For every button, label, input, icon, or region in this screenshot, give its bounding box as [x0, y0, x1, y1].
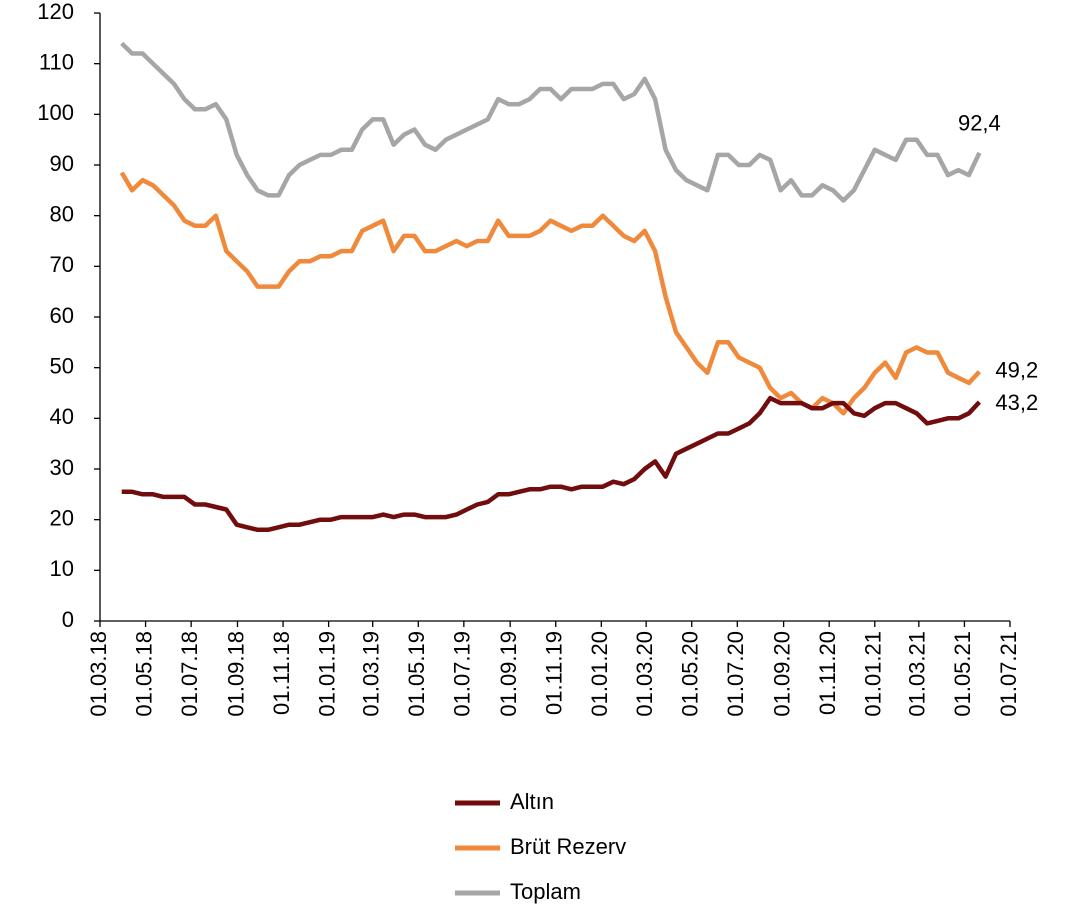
x-tick-label: 01.05.19: [404, 631, 429, 717]
x-tick-label: 01.01.20: [587, 631, 612, 717]
value-label: 49,2: [995, 358, 1038, 383]
series-line: [120, 41, 982, 203]
value-label: 92,4: [958, 111, 1001, 136]
x-tick-label: 01.11.18: [269, 631, 294, 715]
x-tick-label: 01.05.20: [678, 631, 703, 717]
value-label: 43,2: [995, 390, 1038, 415]
y-tick-label: 60: [50, 303, 74, 328]
series-line: [121, 395, 982, 533]
y-tick-label: 10: [50, 556, 74, 581]
x-tick-label: 01.03.18: [86, 631, 111, 717]
legend-label: Toplam: [510, 879, 581, 904]
y-tick-label: 50: [50, 353, 74, 378]
x-tick-label: 01.11.20: [815, 631, 840, 715]
y-tick-label: 90: [50, 151, 74, 176]
x-tick-label: 01.03.19: [359, 631, 384, 717]
x-tick-label: 01.09.20: [769, 631, 794, 717]
x-tick-label: 01.01.19: [314, 631, 339, 717]
x-tick-label: 01.11.19: [542, 631, 567, 715]
y-tick-label: 80: [50, 201, 74, 226]
x-tick-label: 01.09.19: [496, 631, 521, 717]
x-tick-label: 01.03.20: [632, 631, 657, 717]
x-tick-label: 01.05.21: [950, 631, 975, 717]
y-tick-label: 20: [50, 505, 74, 530]
x-tick-label: 01.09.18: [223, 631, 248, 717]
y-tick-label: 100: [37, 100, 74, 125]
x-tick-label: 01.07.18: [177, 631, 202, 717]
y-tick-label: 70: [50, 252, 74, 277]
x-tick-label: 01.05.18: [131, 631, 156, 717]
x-tick-label: 01.03.21: [905, 631, 930, 717]
y-tick-label: 110: [39, 49, 74, 74]
x-tick-label: 01.07.20: [723, 631, 748, 717]
series-line: [119, 171, 982, 416]
y-tick-label: 120: [37, 0, 74, 24]
x-tick-label: 01.01.21: [861, 631, 886, 717]
x-tick-label: 01.07.19: [450, 631, 475, 717]
legend-label: Brüt Rezerv: [510, 834, 626, 859]
y-tick-label: 0: [62, 607, 74, 632]
legend-label: Altın: [510, 789, 554, 814]
y-tick-label: 40: [50, 404, 74, 429]
x-tick-label: 01.07.21: [996, 631, 1021, 717]
y-tick-label: 30: [50, 455, 74, 480]
